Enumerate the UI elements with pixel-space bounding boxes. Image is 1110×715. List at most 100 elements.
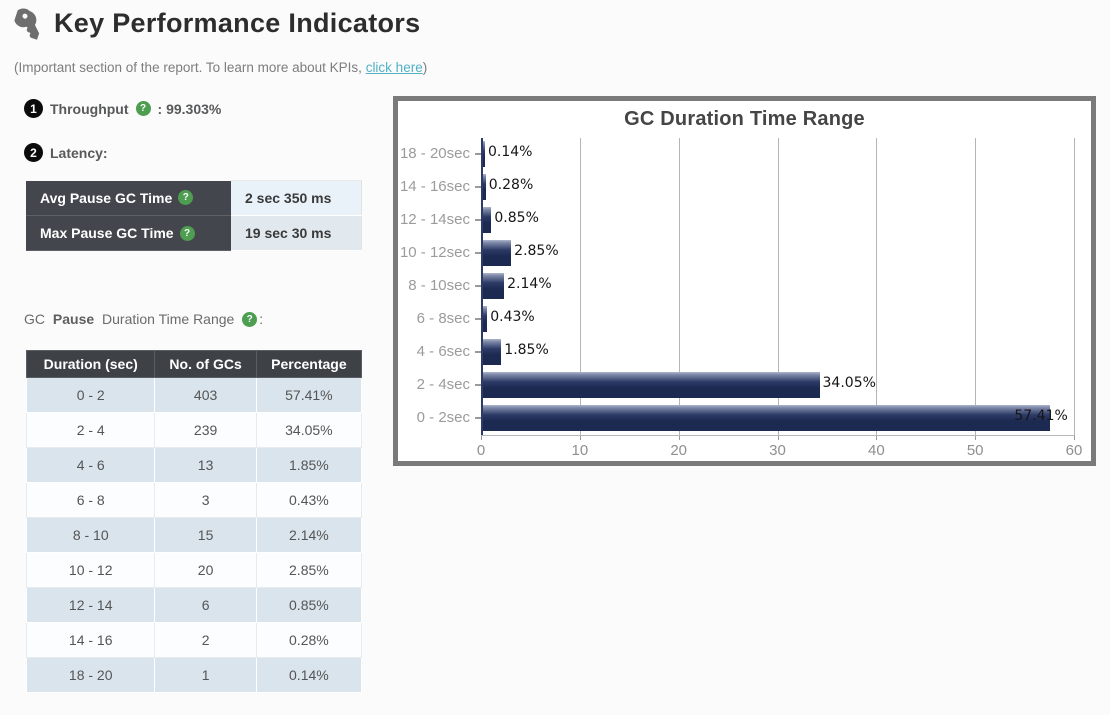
y-axis-line: [481, 138, 483, 435]
x-axis-tick-label: 0: [476, 442, 486, 459]
table-cell: 2.14%: [255, 517, 363, 553]
click-here-link[interactable]: click here: [365, 60, 423, 75]
y-category-label: 6 - 8sec: [416, 310, 470, 327]
bar-value-label: 34.05%: [822, 375, 876, 391]
x-axis-tick-label: 20: [670, 442, 687, 459]
table-cell: 4 - 6: [25, 447, 156, 483]
bar: [483, 141, 485, 167]
table-cell: 1.85%: [255, 447, 363, 483]
x-axis-tick: [1074, 435, 1075, 440]
table-cell: 1: [154, 657, 257, 693]
duration-table: Duration (sec) No. of GCs Percentage 0 - 2…: [25, 350, 363, 693]
bar: [483, 339, 502, 365]
gridline: [876, 138, 878, 435]
bar-value-label: 57.41%: [1014, 408, 1068, 424]
x-axis-tick-label: 50: [966, 442, 984, 459]
gc-pause-range-label: GC Pause Duration Time Range ?:: [24, 311, 263, 327]
y-category-label: 18 - 20sec: [399, 145, 470, 162]
subtitle: (Important section of the report. To lea…: [14, 60, 427, 75]
throughput-line: 1 Throughput ? : 99.303%: [24, 99, 221, 118]
duration-table-header: Percentage: [255, 350, 363, 378]
help-icon[interactable]: ?: [178, 190, 194, 206]
table-cell: 8 - 10: [25, 517, 156, 553]
table-row: 0 - 2 403 57.41%: [25, 377, 363, 413]
latency-row: Max Pause GC Time? 19 sec 30 ms: [26, 215, 362, 251]
table-cell: 13: [154, 447, 257, 483]
gc-label-bold: Pause: [52, 311, 95, 327]
y-category-label: 0 - 2sec: [416, 409, 470, 426]
table-cell: 3: [154, 482, 257, 518]
y-axis-tick: [475, 318, 481, 320]
bar: [483, 207, 492, 233]
y-axis-tick: [475, 153, 481, 155]
bar: [483, 306, 488, 332]
x-axis-tick-label: 10: [571, 442, 589, 459]
y-axis-tick: [475, 384, 481, 386]
latency-metric-value: 2 sec 350 ms: [231, 180, 362, 216]
table-row: 2 - 4 239 34.05%: [25, 412, 363, 448]
y-category-label: 4 - 6sec: [416, 343, 470, 360]
table-cell: 0.43%: [255, 482, 363, 518]
gridline: [975, 138, 977, 435]
x-axis-tick-label: 30: [769, 442, 786, 459]
latency-metric-label: Max Pause GC Time?: [26, 215, 231, 251]
latency-metric-label: Avg Pause GC Time?: [26, 180, 231, 216]
x-axis-tick-label: 60: [1065, 442, 1083, 459]
duration-table-header: No. of GCs: [154, 350, 257, 378]
bar: [483, 405, 1051, 431]
y-axis-tick: [475, 186, 481, 188]
help-icon[interactable]: ?: [135, 101, 151, 116]
table-row: 8 - 10 15 2.14%: [25, 517, 363, 553]
x-axis-tick: [975, 435, 977, 440]
subtitle-text: (Important section of the report. To lea…: [14, 60, 366, 75]
table-cell: 15: [154, 517, 257, 553]
gc-duration-chart: GC Duration Time Range 0 10 20 30 40 50 60 18 -…: [393, 96, 1096, 466]
latency-table: Avg Pause GC Time? 2 sec 350 ms Max Pause …: [26, 180, 362, 251]
table-cell: 2 - 4: [25, 412, 156, 448]
y-axis-tick: [475, 417, 481, 419]
x-axis-tick-label: 40: [867, 442, 885, 459]
bar: [483, 273, 505, 299]
bar: [483, 372, 820, 398]
latency-metric-text: Max Pause GC Time: [40, 225, 174, 241]
table-cell: 0.85%: [255, 587, 363, 623]
table-cell: 239: [154, 412, 257, 448]
y-category-label: 2 - 4sec: [416, 376, 470, 393]
table-cell: 14 - 16: [25, 622, 156, 658]
table-cell: 0 - 2: [25, 377, 156, 413]
y-axis-tick: [475, 351, 481, 353]
table-cell: 12 - 14: [25, 587, 156, 623]
gc-label-prefix: GC: [24, 311, 45, 327]
gridline: [579, 138, 581, 435]
x-axis-tick: [777, 435, 779, 440]
table-cell: 10 - 12: [25, 552, 156, 588]
table-cell: 0.14%: [255, 657, 363, 693]
table-cell: 18 - 20: [25, 657, 156, 693]
table-row: 6 - 8 3 0.43%: [25, 482, 363, 518]
gc-label-colon: :: [259, 311, 264, 327]
gc-label-suffix: Duration Time Range: [102, 311, 235, 327]
bar-value-label: 2.14%: [507, 276, 552, 292]
table-cell: 2: [154, 622, 257, 658]
badge-1: 1: [24, 99, 43, 118]
help-icon[interactable]: ?: [179, 225, 195, 241]
y-axis-tick: [475, 252, 481, 254]
help-icon[interactable]: ?: [242, 311, 258, 327]
y-category-label: 14 - 16sec: [399, 178, 470, 195]
x-axis-tick: [678, 435, 680, 440]
page-header: Key Performance Indicators: [13, 7, 420, 40]
table-cell: 403: [154, 377, 257, 413]
y-axis-tick: [475, 285, 481, 287]
gridline: [777, 138, 779, 435]
bar-value-label: 2.85%: [514, 243, 559, 259]
y-category-label: 8 - 10sec: [408, 277, 470, 294]
table-row: 18 - 20 1 0.14%: [25, 657, 363, 693]
table-row: 12 - 14 6 0.85%: [25, 587, 363, 623]
x-axis-tick: [579, 435, 581, 440]
chart-title: GC Duration Time Range: [624, 108, 865, 130]
x-axis-tick: [481, 435, 482, 440]
y-axis-tick: [475, 219, 481, 221]
latency-metric-wrap: Max Pause GC Time?: [40, 225, 221, 241]
bar: [483, 174, 486, 200]
